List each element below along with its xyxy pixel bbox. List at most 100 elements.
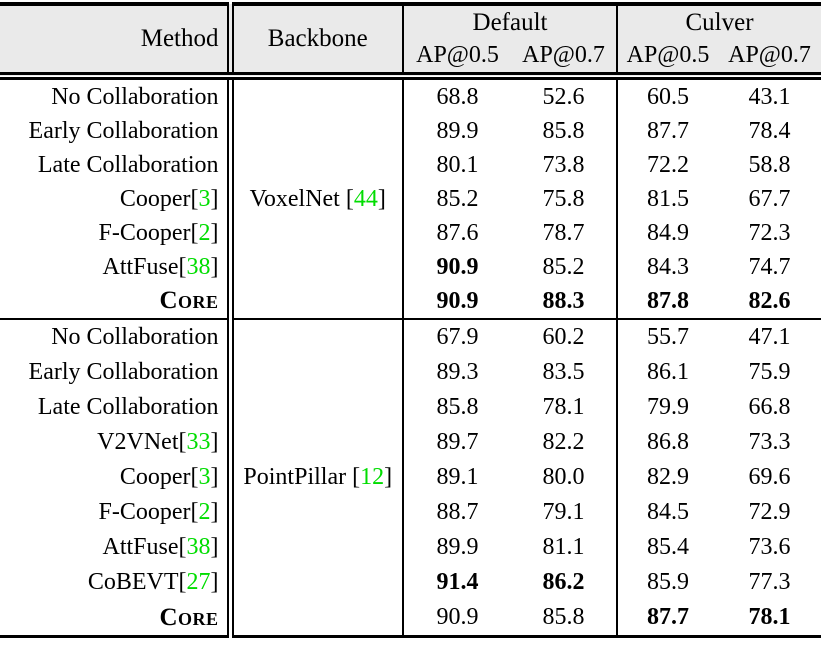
value-cell: 80.0 <box>511 460 618 495</box>
method-cell: AttFuse[38] <box>0 250 234 284</box>
method-cell: AttFuse[38] <box>0 530 234 565</box>
value-cell: 86.1 <box>647 359 689 386</box>
backbone-cell: PointPillar [12] <box>230 318 404 637</box>
value-cell: 81.1 <box>511 530 618 565</box>
value-cell: 89.7 <box>436 429 479 456</box>
value-cell: 68.8 <box>436 83 479 110</box>
table-row: F-Cooper[2] 87.6 78.7 84.9 72.3 <box>0 216 821 250</box>
value-cell: 73.6 <box>748 534 791 561</box>
method-cell: CoBEVT[27] <box>0 565 234 600</box>
value-cell: 60.2 <box>511 318 618 355</box>
method-cell: Cooper[3] <box>0 182 234 216</box>
value-cell: 67.9 <box>403 318 511 355</box>
value-cell: 85.4 <box>647 534 689 561</box>
value-cell: 89.9 <box>436 534 479 561</box>
method-cell: F-Cooper[2] <box>0 495 234 530</box>
pointpillar-block: No Collaboration PointPillar [12] 67.9 60… <box>0 318 821 637</box>
table-row: AttFuse[38] 90.9 85.2 84.3 74.7 <box>0 250 821 284</box>
value-cell: 89.3 <box>436 359 479 386</box>
table-row: CoBEVT[27] 91.4 86.2 85.9 77.3 <box>0 565 821 600</box>
table-row: Core 90.9 85.8 87.7 78.1 <box>0 600 821 637</box>
value-cell: 79.1 <box>511 495 618 530</box>
citation-ref[interactable]: 12 <box>360 464 385 491</box>
backbone-cell: VoxelNet [44] <box>230 76 404 319</box>
value-cell: 80.1 <box>436 151 479 178</box>
value-cell: 78.7 <box>511 216 618 250</box>
table-row: Early Collaboration 89.3 83.5 86.1 75.9 <box>0 355 821 390</box>
group-header-default: Default <box>403 4 618 39</box>
value-cell: 91.4 <box>436 569 479 596</box>
value-cell: 77.3 <box>748 569 791 596</box>
value-cell: 90.9 <box>436 287 479 314</box>
method-cell: Core <box>0 284 234 319</box>
value-cell: 88.7 <box>436 499 479 526</box>
value-cell: 78.4 <box>748 117 791 144</box>
method-cell: V2VNet[33] <box>0 425 234 460</box>
voxelnet-block: No Collaboration VoxelNet [44] 68.8 52.6 … <box>0 76 821 319</box>
value-cell: 47.1 <box>718 318 821 355</box>
citation-ref[interactable]: 38 <box>186 534 211 561</box>
method-cell: Late Collaboration <box>0 148 234 182</box>
value-cell: 43.1 <box>748 83 791 110</box>
value-cell: 85.2 <box>436 185 479 212</box>
value-cell: 75.8 <box>511 182 618 216</box>
table-header: Method Backbone Default Culver AP@0.5 AP… <box>0 4 821 80</box>
value-cell: 82.9 <box>647 464 689 491</box>
table-row: Early Collaboration 89.9 85.8 87.7 78.4 <box>0 114 821 148</box>
value-cell: 67.7 <box>748 185 791 212</box>
table-row: Late Collaboration 85.8 78.1 79.9 66.8 <box>0 390 821 425</box>
value-cell: 72.9 <box>748 499 791 526</box>
method-cell: No Collaboration <box>0 76 234 114</box>
value-cell: 79.9 <box>647 394 689 421</box>
table-row: AttFuse[38] 89.9 81.1 85.4 73.6 <box>0 530 821 565</box>
value-cell: 52.6 <box>511 76 618 114</box>
citation-ref[interactable]: 2 <box>198 499 211 526</box>
citation-ref[interactable]: 2 <box>198 219 211 246</box>
value-cell: 87.7 <box>647 117 689 144</box>
citation-ref[interactable]: 3 <box>198 185 211 212</box>
method-cell: Late Collaboration <box>0 390 234 425</box>
citation-ref[interactable]: 44 <box>353 185 378 212</box>
table-row: V2VNet[33] 89.7 82.2 86.8 73.3 <box>0 425 821 460</box>
method-cell: No Collaboration <box>0 318 234 355</box>
column-header-method: Method <box>0 4 234 80</box>
table-row: No Collaboration VoxelNet [44] 68.8 52.6 … <box>0 76 821 319</box>
value-cell: 75.9 <box>748 359 791 386</box>
method-cell: Cooper[3] <box>0 460 234 495</box>
value-cell: 78.1 <box>511 390 618 425</box>
citation-ref[interactable]: 3 <box>198 464 211 491</box>
table-row: Cooper[3] 89.1 80.0 82.9 69.6 <box>0 460 821 495</box>
subheader-culver-ap07: AP@0.7 <box>718 39 821 80</box>
citation-ref[interactable]: 38 <box>186 253 211 280</box>
method-cell: Core <box>0 600 234 637</box>
subheader-default-ap07: AP@0.7 <box>511 39 618 80</box>
method-cell: Early Collaboration <box>0 114 234 148</box>
value-cell: 89.9 <box>436 117 479 144</box>
value-cell: 69.6 <box>748 464 791 491</box>
value-cell: 81.5 <box>647 185 689 212</box>
value-cell: 58.8 <box>748 151 791 178</box>
value-cell: 72.3 <box>748 219 791 246</box>
table-row: Core 90.9 88.3 87.8 82.6 <box>0 284 821 319</box>
value-cell: 66.8 <box>748 394 791 421</box>
value-cell: 84.5 <box>647 499 689 526</box>
value-cell: 86.8 <box>647 429 689 456</box>
value-cell: 87.7 <box>647 604 689 631</box>
value-cell: 78.1 <box>748 604 791 631</box>
value-cell: 72.2 <box>647 151 689 178</box>
subheader-culver-ap05: AP@0.5 <box>617 39 718 80</box>
citation-ref[interactable]: 33 <box>186 429 211 456</box>
value-cell: 85.9 <box>647 569 689 596</box>
value-cell: 85.8 <box>511 600 618 637</box>
table-row: Cooper[3] 85.2 75.8 81.5 67.7 <box>0 182 821 216</box>
value-cell: 90.9 <box>436 253 479 280</box>
group-header-culver: Culver <box>617 4 821 39</box>
table-row: Late Collaboration 80.1 73.8 72.2 58.8 <box>0 148 821 182</box>
value-cell: 90.9 <box>436 604 479 631</box>
value-cell: 87.8 <box>647 287 689 314</box>
citation-ref[interactable]: 27 <box>186 569 211 596</box>
value-cell: 84.3 <box>647 253 689 280</box>
value-cell: 73.8 <box>511 148 618 182</box>
